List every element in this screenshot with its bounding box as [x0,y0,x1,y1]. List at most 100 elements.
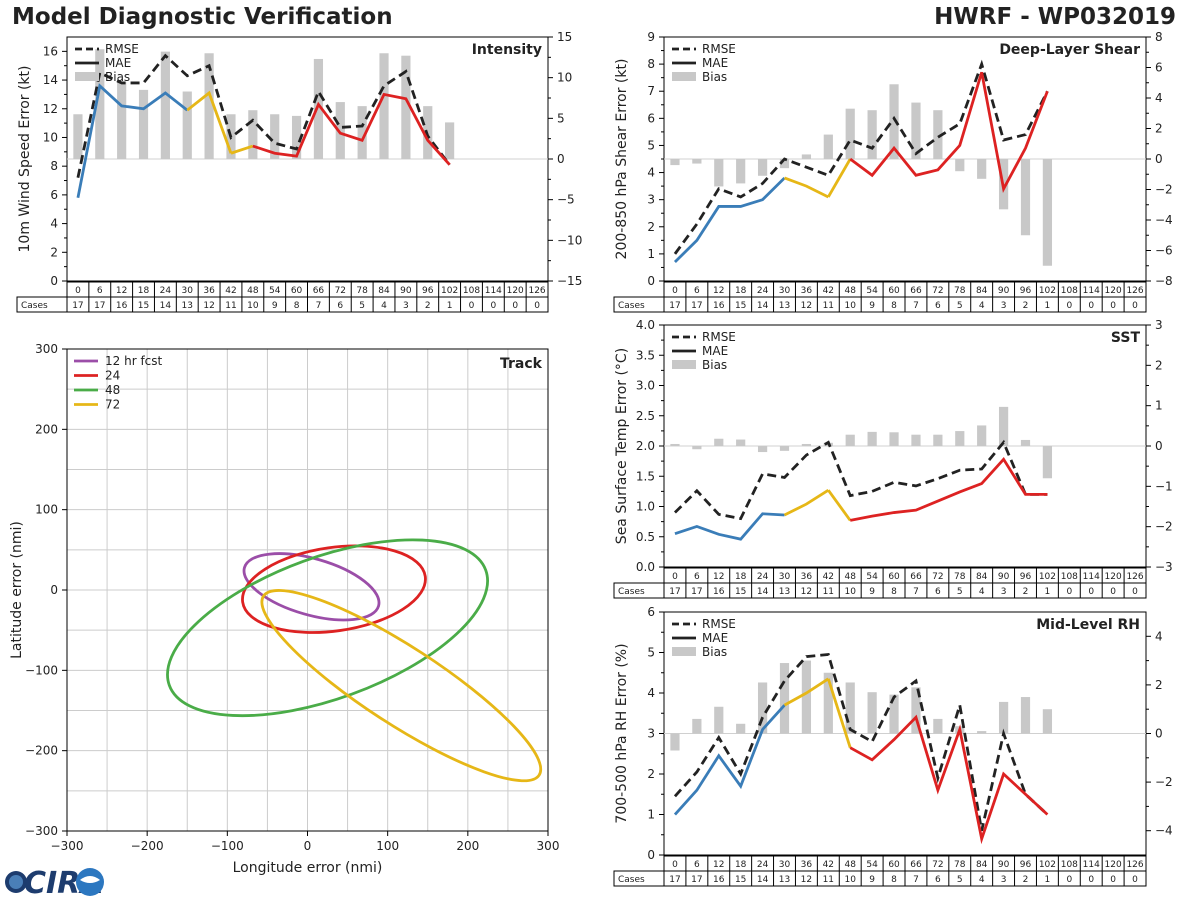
bias-bar [801,443,812,446]
y2-tick-label: −15 [557,274,582,288]
tau-label: 102 [1039,860,1056,870]
rmse-line [673,59,1049,255]
cases-label: Cases [21,301,48,311]
tau-label: 114 [485,286,502,296]
bias-bar [313,58,324,159]
y-tick-label: 6 [647,111,655,125]
cases-value: 9 [272,301,278,311]
cases-value: 7 [913,587,919,597]
tau-label: 102 [1039,572,1056,582]
tau-label: 30 [779,286,791,296]
bias-bar [714,706,724,734]
bias-bar [889,84,899,159]
legend-bias-label: Bias [702,358,727,372]
cases-value: 0 [512,301,518,311]
tau-label: 36 [801,860,813,870]
bias-bar [757,682,768,734]
cases-value: 11 [225,301,236,311]
cases-value: 0 [1066,875,1072,885]
bias-bar [911,434,921,446]
y-tick-label: 8 [647,57,655,71]
cases-value: 2 [425,301,431,311]
y-tick-label: −300 [25,824,58,838]
legend-label: 72 [105,398,120,412]
bias-bar [955,431,965,446]
bias-bar [779,159,790,169]
y2-tick-label: 4 [1155,629,1163,643]
y2-tick-label: 2 [1155,358,1163,372]
y2-tick-label: 0 [1155,152,1163,166]
cases-value: 10 [247,301,259,311]
tau-label: 120 [1105,572,1122,582]
mae-line-segment [783,677,830,707]
legend-mae-label: MAE [702,631,728,645]
y2-tick-label: −2 [1155,520,1173,534]
cases-value: 11 [823,875,834,885]
mae-line-segment [76,83,189,199]
tau-label: 78 [954,286,966,296]
y-tick-label: 4 [647,686,655,700]
tau-label: 18 [735,286,747,296]
cases-value: 8 [294,301,300,311]
tau-label: 126 [1126,572,1143,582]
cases-value: 14 [757,301,769,311]
cases-value: 5 [957,587,963,597]
bias-bar [845,682,855,734]
cases-value: 7 [913,875,919,885]
bias-bar [757,446,768,453]
tau-label: 108 [1061,572,1078,582]
legend-bias-label: Bias [702,645,727,659]
y2-tick-label: −5 [557,193,575,207]
y-tick-label: 0 [647,848,655,862]
cases-value: 5 [957,301,963,311]
cases-value: 7 [913,301,919,311]
cases-value: 2 [1023,301,1029,311]
y-tick-label: 4 [647,166,655,180]
tau-label: 54 [269,286,281,296]
bias-bar [889,432,899,446]
mae-line-segment [827,158,852,198]
tau-label: 24 [757,572,769,582]
logo-badge-wave-icon [80,876,100,883]
legend-label: 48 [105,383,120,397]
y2-tick-label: −8 [1155,274,1173,288]
cases-value: 7 [316,301,322,311]
tau-label: 126 [528,286,545,296]
tau-label: 108 [1061,286,1078,296]
y-tick-label: 100 [35,503,58,517]
bias-bar [977,159,987,179]
y-tick-label: 3.0 [636,379,655,393]
bias-bar [204,53,214,160]
y2-tick-label: 2 [1155,678,1163,692]
bias-bar [1020,697,1031,734]
tau-label: 66 [910,860,922,870]
cases-value: 2 [1023,875,1029,885]
error-ellipse-48 [166,538,489,718]
error-ellipse-12-hr-fcst [242,552,381,622]
y-tick-label: 2.5 [636,409,655,423]
y-tick-label: 10 [43,130,58,144]
tau-label: 72 [932,860,943,870]
tau-label: 24 [757,286,769,296]
bias-bar [670,443,680,446]
cases-value: 13 [779,301,790,311]
x-tick-label: −200 [131,839,164,853]
cases-value: 0 [1132,301,1138,311]
tau-label: 0 [672,572,678,582]
cases-value: 10 [845,875,857,885]
tau-label: 84 [378,286,390,296]
tau-label: 42 [823,572,834,582]
y-tick-label: 5 [647,646,655,660]
y-tick-label: 3 [647,193,655,207]
tau-label: 114 [1083,572,1100,582]
bias-bar [379,53,389,160]
cases-value: 6 [337,301,343,311]
tau-label: 42 [225,286,236,296]
x-tick-label: −100 [211,839,244,853]
mae-line-segment [849,71,1049,193]
tau-label: 84 [976,286,988,296]
tau-label: 18 [735,860,747,870]
cases-value: 0 [469,301,475,311]
cases-value: 3 [1001,587,1007,597]
cases-value: 14 [160,301,172,311]
